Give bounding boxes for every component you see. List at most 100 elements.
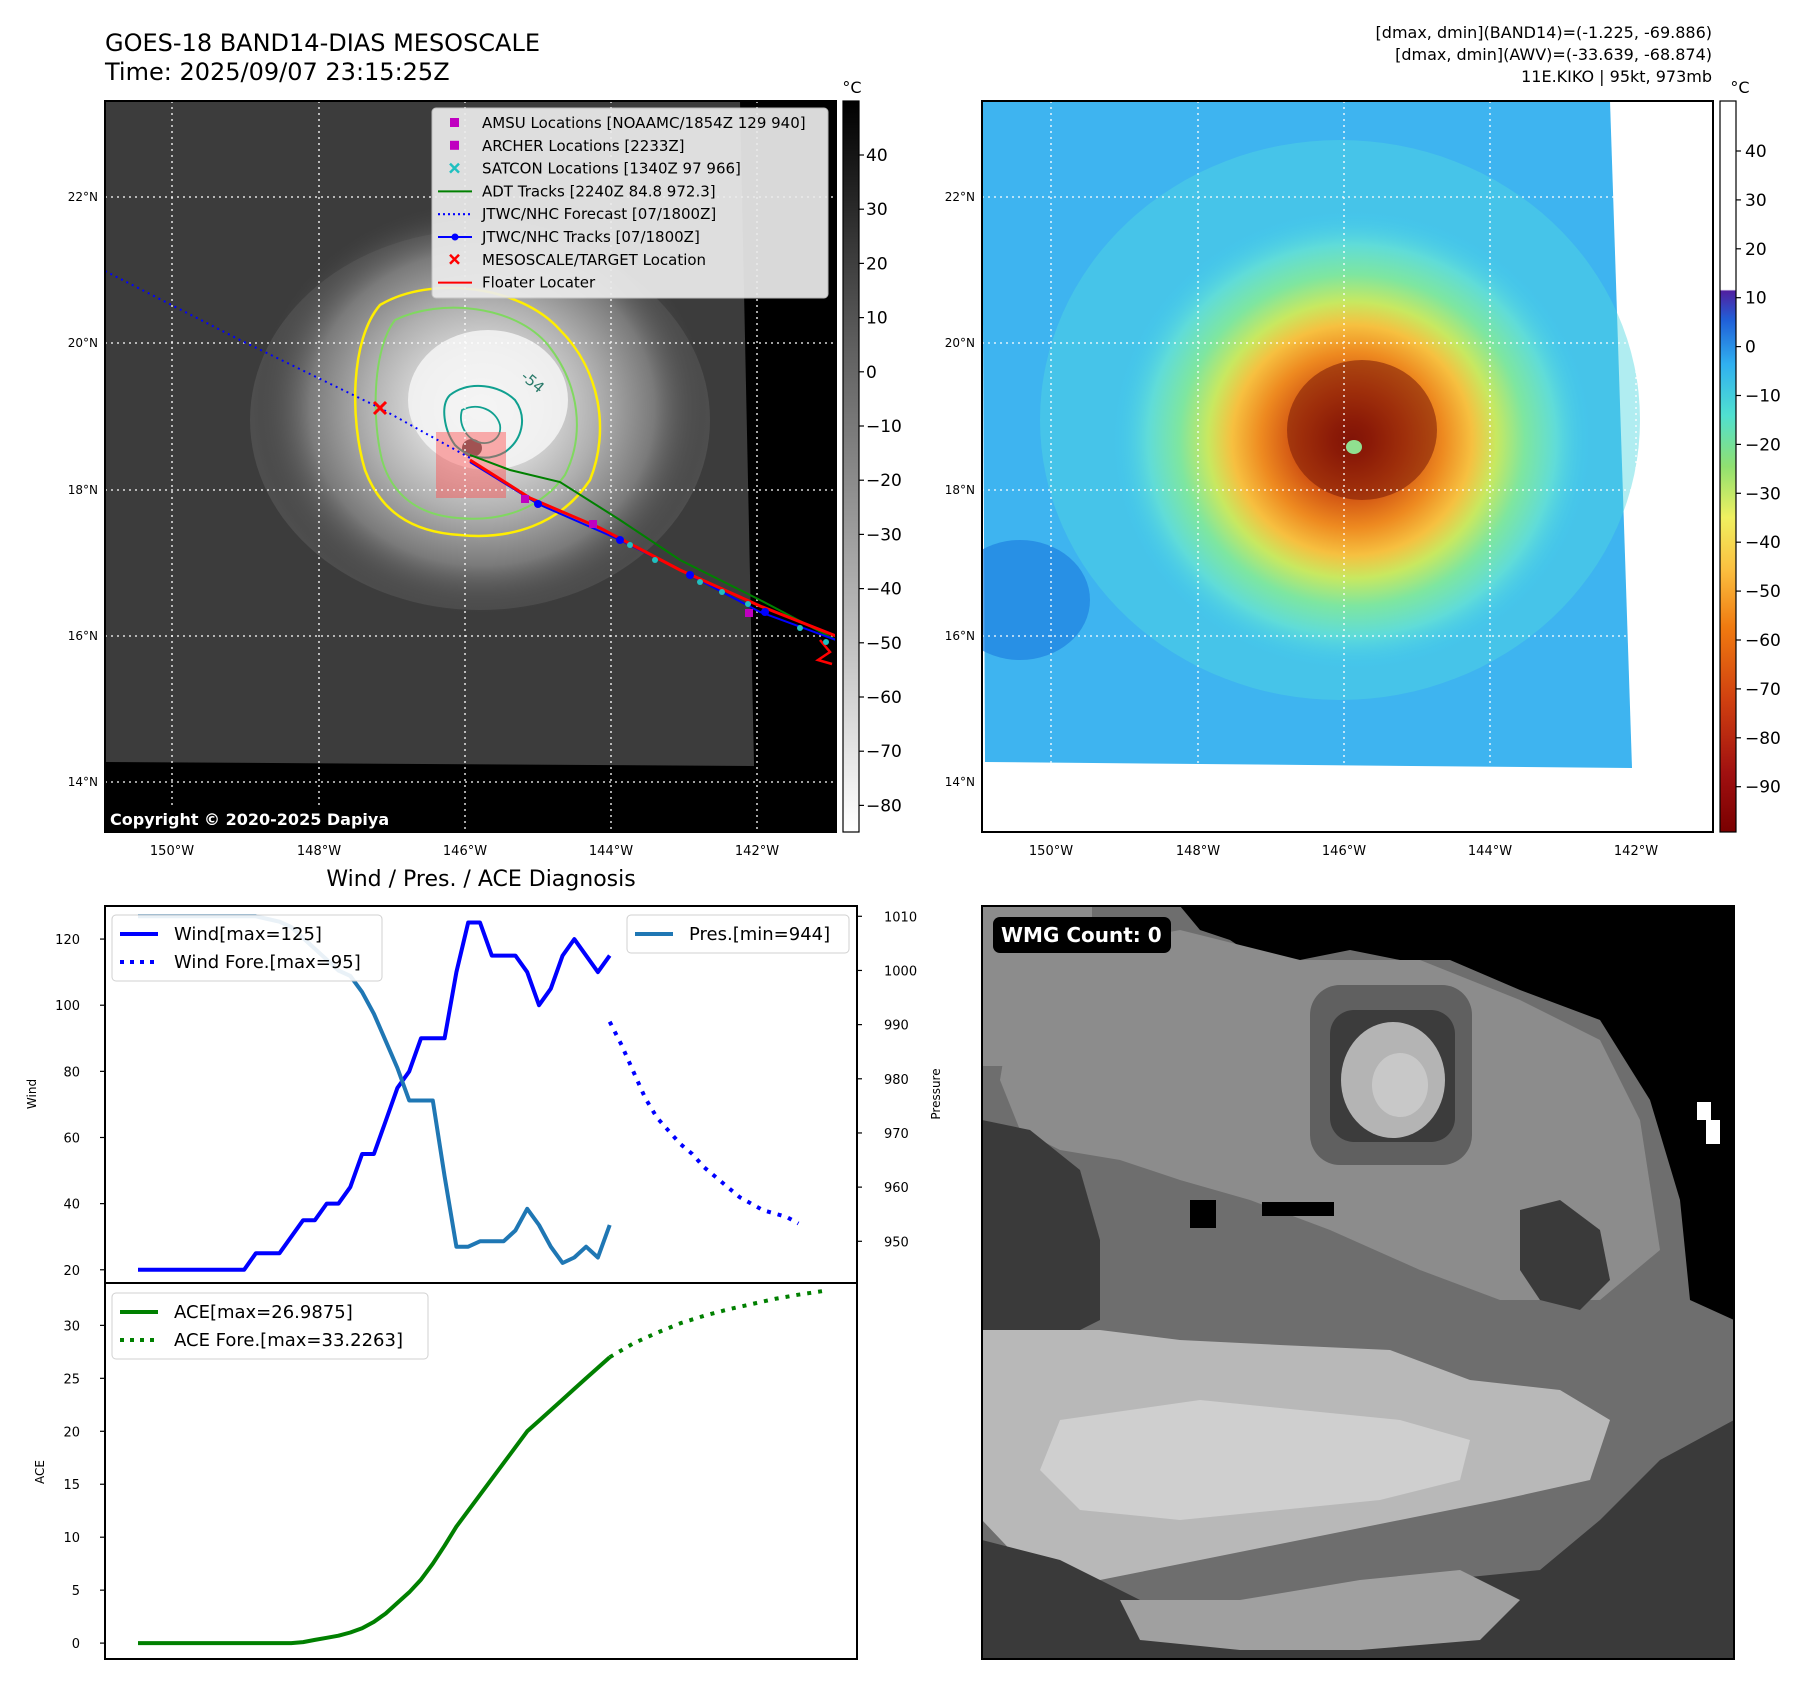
- awv-lat-label: 14°N: [945, 775, 975, 789]
- diagnosis-title: Wind / Pres. / ACE Diagnosis: [326, 867, 635, 892]
- ir-lat-labels: 22°N 20°N 18°N 16°N 14°N: [68, 190, 98, 789]
- wmg-black-block: [1190, 1200, 1216, 1228]
- color-colorbar-tick-label: −30: [1745, 484, 1781, 504]
- floater-track: [469, 458, 836, 638]
- pressure-legend-label: Pres.[min=944]: [689, 924, 830, 945]
- ir-lat-label: 20°N: [68, 336, 98, 350]
- ace-tick-label: 30: [63, 1319, 80, 1334]
- pressure-tick-label: 1000: [884, 964, 917, 979]
- ir-lon-label: 144°W: [589, 844, 633, 859]
- color-colorbar-tick-label: 20: [1745, 240, 1767, 260]
- color-colorbar-tick-label: 0: [1745, 338, 1756, 358]
- gray-colorbar-tick-label: 30: [866, 200, 888, 220]
- gray-colorbar-tick-label: −20: [866, 471, 902, 491]
- jtwc-forecast-track: [105, 270, 471, 459]
- awv-lon-labels: 150°W 148°W 146°W 144°W 142°W: [1029, 844, 1658, 859]
- wmg-black-bar: [1262, 1202, 1334, 1216]
- awv-lon-label: 150°W: [1029, 844, 1073, 859]
- ace-tick-label: 10: [63, 1531, 80, 1546]
- pressure-legend: Pres.[min=944]: [626, 914, 850, 954]
- ace-legend-label: ACE[max=26.9875]: [174, 1302, 353, 1323]
- wind-legend-label: Wind[max=125]: [174, 924, 322, 945]
- wmg-light-band-core: [1040, 1400, 1470, 1520]
- wmg-bottom-dark: [982, 1420, 1734, 1659]
- ace-chart-frame: [104, 1282, 858, 1660]
- awv-lon-label: 142°W: [1614, 844, 1658, 859]
- legend-marker-square: [450, 118, 459, 127]
- pressure-tick-label: 970: [884, 1127, 909, 1142]
- awv-core: [1287, 360, 1437, 500]
- color-colorbar-tick-label: −50: [1745, 582, 1781, 602]
- ir-lat-label: 18°N: [68, 483, 98, 497]
- awv-gridlines: [982, 101, 1713, 832]
- color-colorbar-tick-label: −60: [1745, 631, 1781, 651]
- adt-track: [469, 454, 836, 641]
- gray-colorbar-tick-label: −30: [866, 525, 902, 545]
- legend-marker-x: [449, 253, 460, 265]
- amsu-points: [521, 495, 753, 617]
- ir-lat-label: 22°N: [68, 190, 98, 204]
- target-marker: [372, 400, 388, 416]
- wind-legend: Wind[max=125] Wind Fore.[max=95]: [111, 914, 383, 982]
- color-colorbar-tick-label: −80: [1745, 729, 1781, 749]
- wmg-panel: WMG Count: 0: [981, 905, 1735, 1660]
- wind-tick-label: 20: [63, 1264, 80, 1279]
- series-line-0: [138, 920, 612, 1272]
- color-colorbar-tick-label: 10: [1745, 289, 1767, 309]
- contour-teal: [443, 384, 523, 459]
- contour-teal-inner: [460, 405, 502, 444]
- wmg-frame: [981, 905, 1735, 1660]
- awv-lat-label: 22°N: [945, 190, 975, 204]
- wind-forecast-legend-label: Wind Fore.[max=95]: [174, 952, 361, 973]
- ir-cdo: [408, 330, 568, 470]
- color-colorbar-tick-label: 30: [1745, 191, 1767, 211]
- ace-tick-label: 0: [72, 1637, 80, 1652]
- stats-awv: [dmax, dmin](AWV)=(-33.639, -68.874): [1395, 45, 1712, 64]
- ace-tick-label: 20: [63, 1425, 80, 1440]
- ir-lon-labels: 150°W 148°W 146°W 144°W 142°W: [150, 844, 779, 859]
- ir-lon-label: 146°W: [443, 844, 487, 859]
- legend-label: SATCON Locations [1340Z 97 966]: [482, 160, 741, 178]
- ir-lat-label: 14°N: [68, 775, 98, 789]
- ir-lat-label: 16°N: [68, 629, 98, 643]
- gray-colorbar-tick-label: −70: [866, 742, 902, 762]
- wmg-label: WMG Count: 0: [1001, 923, 1162, 947]
- legend-label: Floater Locater: [482, 274, 596, 292]
- wind-tick-label: 120: [55, 933, 80, 948]
- legend-marker-square: [450, 140, 459, 150]
- copyright-box: [105, 806, 425, 832]
- awv-lon-label: 148°W: [1176, 844, 1220, 859]
- gray-colorbar-tick-label: 40: [866, 146, 888, 166]
- wmg-black-top: [1180, 906, 1734, 1320]
- color-colorbar-unit: °C: [1730, 78, 1749, 97]
- legend-label: ARCHER Locations [2233Z]: [482, 137, 685, 155]
- awv-lon-label: 146°W: [1322, 844, 1366, 859]
- gray-colorbar-tick-label: −60: [866, 688, 902, 708]
- awv-map-frame: [981, 100, 1714, 833]
- pressure-tick-label: 1010: [884, 910, 917, 925]
- copyright-text: Copyright © 2020-2025 Dapiya: [110, 810, 389, 829]
- map-legend: AMSU Locations [NOAAMC/1854Z 129 940] ARC…: [431, 107, 829, 299]
- wmg-bottom-mid: [1120, 1570, 1520, 1650]
- legend-label: JTWC/NHC Forecast [07/1800Z]: [481, 205, 716, 223]
- storm-info: 11E.KIKO | 95kt, 973mb: [1521, 67, 1712, 86]
- awv-lon-label: 144°W: [1468, 844, 1512, 859]
- color-colorbar-tick-label: −90: [1745, 778, 1781, 798]
- legend-marker-x: [449, 162, 460, 174]
- gray-colorbar-unit: °C: [842, 78, 861, 97]
- legend-label: JTWC/NHC Tracks [07/1800Z]: [481, 228, 700, 246]
- legend-label: MESOSCALE/TARGET Location: [482, 251, 706, 269]
- wind-tick-label: 40: [63, 1198, 80, 1213]
- gray-colorbar-tick-label: −50: [866, 634, 902, 654]
- ace-tick-label: 15: [63, 1478, 80, 1493]
- contour-yellow: [353, 286, 602, 538]
- legend-marker-dot: [451, 233, 459, 241]
- wind-axis-label: Wind: [25, 1079, 39, 1109]
- wmg-white-blocks: [1697, 1102, 1720, 1144]
- ir-map-panel: -54: [68, 100, 837, 859]
- awv-lat-label: 16°N: [945, 629, 975, 643]
- awv-eye: [1346, 440, 1362, 454]
- wind-tick-label: 60: [63, 1131, 80, 1146]
- awv-lat-labels: 22°N 20°N 18°N 16°N 14°N: [945, 190, 975, 789]
